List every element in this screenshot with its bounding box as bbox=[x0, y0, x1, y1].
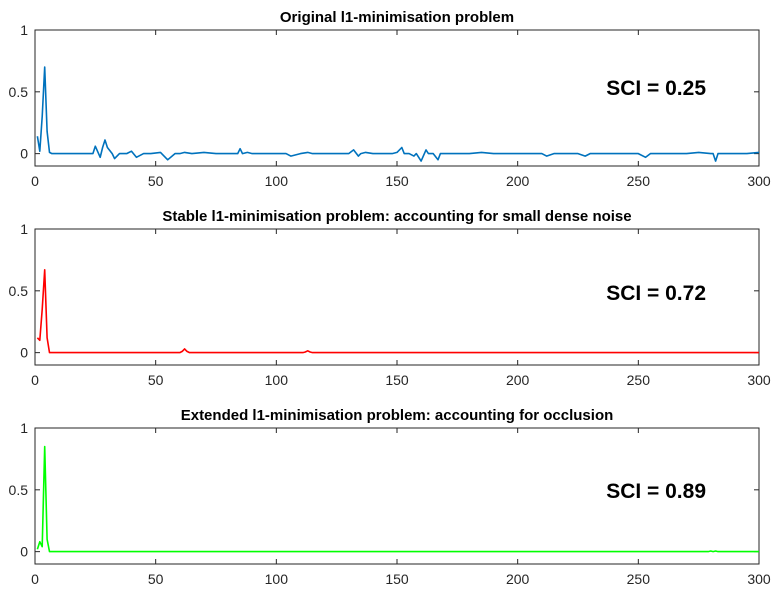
x-tick-label: 300 bbox=[747, 372, 771, 388]
x-tick-label: 250 bbox=[627, 372, 651, 388]
x-tick-label: 0 bbox=[31, 571, 39, 587]
x-tick-label: 300 bbox=[747, 571, 771, 587]
sci-annotation: SCI = 0.25 bbox=[606, 77, 706, 100]
chart-title: Stable l1-minimisation problem: accounti… bbox=[162, 208, 631, 225]
y-tick-label: 0.5 bbox=[9, 84, 29, 100]
series-line-1 bbox=[36, 268, 759, 354]
x-tick-label: 0 bbox=[31, 173, 39, 189]
chart-title: Extended l1-minimisation problem: accoun… bbox=[181, 407, 614, 424]
subplot-3: Extended l1-minimisation problem: accoun… bbox=[9, 407, 771, 587]
x-tick-label: 150 bbox=[385, 571, 409, 587]
x-tick-label: 100 bbox=[265, 372, 289, 388]
subplot-2: Stable l1-minimisation problem: accounti… bbox=[9, 208, 771, 388]
y-tick-label: 0.5 bbox=[9, 482, 29, 498]
y-tick-label: 1 bbox=[20, 22, 28, 38]
y-tick-label: 1 bbox=[20, 420, 28, 436]
y-tick-label: 0 bbox=[20, 345, 28, 361]
x-tick-label: 250 bbox=[627, 571, 651, 587]
x-tick-label: 50 bbox=[148, 173, 164, 189]
x-tick-label: 300 bbox=[747, 173, 771, 189]
chart-title: Original l1-minimisation problem bbox=[280, 9, 514, 26]
x-tick-label: 200 bbox=[506, 372, 530, 388]
x-tick-label: 50 bbox=[148, 372, 164, 388]
plot-area bbox=[34, 228, 760, 366]
series-line-1 bbox=[36, 66, 760, 162]
x-tick-label: 100 bbox=[265, 173, 289, 189]
x-tick-label: 100 bbox=[265, 571, 289, 587]
subplot-1: Original l1-minimisation problem 0 50 100 15… bbox=[9, 9, 771, 189]
series-line-1 bbox=[36, 445, 759, 553]
x-tick-label: 250 bbox=[627, 173, 651, 189]
x-tick-label: 150 bbox=[385, 372, 409, 388]
x-tick-label: 200 bbox=[506, 571, 530, 587]
sci-annotation: SCI = 0.72 bbox=[606, 282, 706, 305]
y-tick-label: 0 bbox=[20, 544, 28, 560]
x-tick-label: 150 bbox=[385, 173, 409, 189]
y-tick-label: 0.5 bbox=[9, 283, 29, 299]
x-tick-label: 200 bbox=[506, 173, 530, 189]
plot-area bbox=[34, 427, 760, 565]
plot-area bbox=[34, 29, 760, 167]
sci-annotation: SCI = 0.89 bbox=[606, 480, 706, 503]
x-tick-label: 50 bbox=[148, 571, 164, 587]
y-tick-label: 0 bbox=[20, 146, 28, 162]
y-tick-label: 1 bbox=[20, 221, 28, 237]
x-tick-label: 0 bbox=[31, 372, 39, 388]
